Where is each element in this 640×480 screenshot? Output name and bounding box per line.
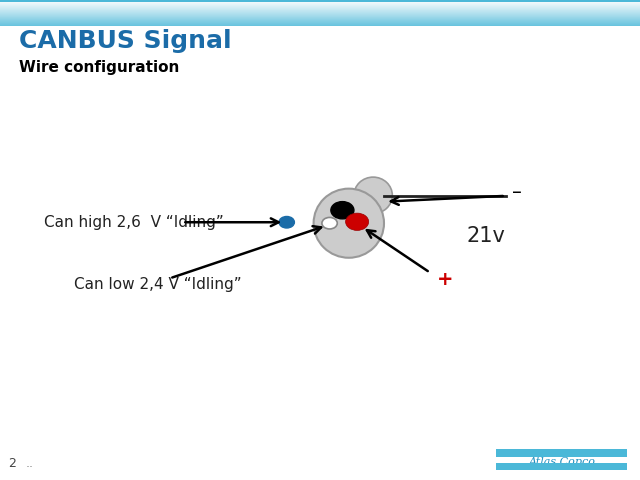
Bar bbox=[496, 449, 627, 457]
Bar bbox=[0, 0, 640, 2]
Text: Wire configuration: Wire configuration bbox=[19, 60, 180, 75]
Text: Atlas Copco: Atlas Copco bbox=[529, 457, 595, 467]
Circle shape bbox=[331, 202, 354, 219]
Text: –: – bbox=[512, 183, 522, 203]
Text: ..: .. bbox=[26, 456, 34, 470]
Text: Can high 2,6  V “Idling”: Can high 2,6 V “Idling” bbox=[44, 215, 223, 230]
Circle shape bbox=[279, 216, 294, 228]
Circle shape bbox=[346, 213, 369, 230]
Text: Can low 2,4 V “Idling”: Can low 2,4 V “Idling” bbox=[74, 276, 241, 292]
Text: 21v: 21v bbox=[467, 226, 506, 246]
Ellipse shape bbox=[314, 189, 384, 258]
Bar bbox=[496, 463, 627, 470]
Text: 2: 2 bbox=[8, 456, 15, 470]
Text: CANBUS Signal: CANBUS Signal bbox=[19, 29, 232, 53]
Text: +: + bbox=[436, 270, 453, 289]
Circle shape bbox=[322, 217, 337, 229]
Ellipse shape bbox=[354, 177, 392, 214]
